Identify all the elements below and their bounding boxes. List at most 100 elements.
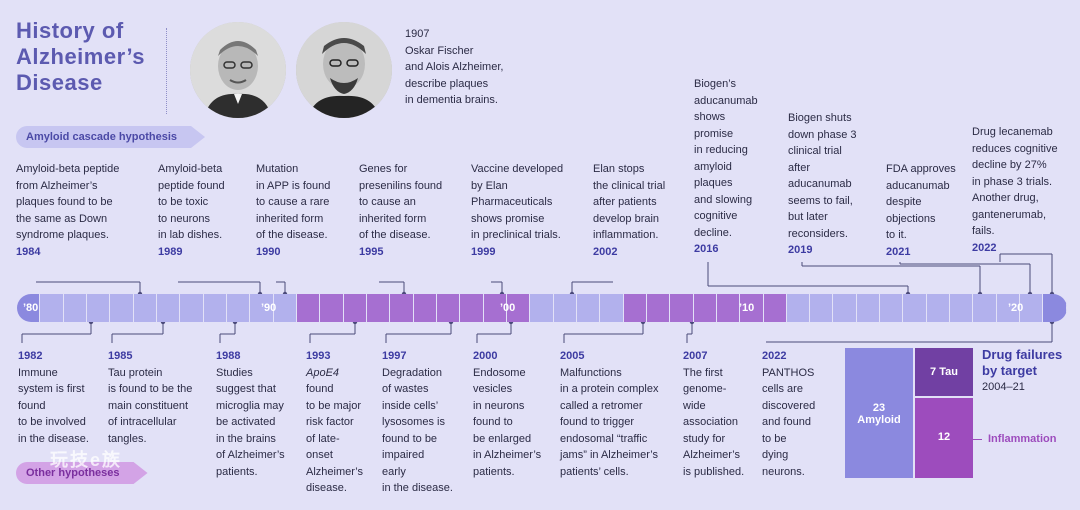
event-line: patients’ cells.	[560, 465, 629, 478]
timeline-segment	[786, 294, 811, 322]
event-line: Amyloid-beta peptide	[16, 163, 120, 175]
intro-1907: 1907 Oskar Fischer and Alois Alzheimer, …	[405, 26, 545, 109]
timeline-segment	[530, 294, 554, 322]
timeline-segment	[670, 294, 694, 322]
timeline-segment	[180, 294, 204, 322]
event-line: after	[788, 161, 811, 174]
timeline-segment	[693, 294, 717, 322]
event-line: Vaccine developed	[471, 163, 564, 175]
event-line: in Alzheimer’s	[473, 449, 542, 461]
amyloid-cascade-hypothesis-label: Amyloid cascade hypothesis	[16, 126, 205, 148]
event-line: dying	[762, 449, 789, 461]
event-line: objections	[886, 212, 936, 225]
event-line: Amyloid-beta	[158, 163, 223, 175]
event-description: FDA approves aducanumab despite objections t…	[886, 161, 956, 244]
event-line: in neurons	[473, 399, 525, 412]
event-line: lysosomes is	[382, 416, 445, 428]
event-line: Endosome	[473, 366, 526, 379]
event-line: in a protein complex	[560, 383, 659, 395]
event-description: Mutation in APP is found to cause a rare in…	[256, 161, 330, 244]
event-line: is found to be the	[108, 383, 193, 395]
bottom-event: 2005 Malfunctions in a protein complex call…	[560, 348, 658, 480]
event-line: of wastes	[382, 383, 429, 395]
event-line: shows promise	[471, 212, 545, 225]
event-line: in preclinical trials.	[471, 229, 561, 241]
event-line: decline.	[694, 226, 732, 239]
event-line: to cause an	[359, 196, 416, 208]
timeline-segment	[600, 294, 624, 322]
timeline-segment	[40, 294, 64, 322]
timeline-segment	[623, 294, 647, 322]
event-line: presenilins found	[359, 179, 443, 192]
event-year: 1995	[359, 245, 384, 258]
event-line: inherited form	[256, 212, 324, 225]
tile-amyloid: 23 Amyloid	[845, 348, 913, 478]
event-line: from Alzheimer’s	[16, 179, 98, 192]
event-line: found	[306, 383, 334, 395]
timeline-segment	[950, 294, 974, 322]
event-line: PANTHOS	[762, 366, 815, 379]
inflammation-leader-line	[958, 439, 982, 440]
timeline-segment	[250, 294, 274, 322]
event-line: found	[18, 399, 46, 412]
timeline-segment	[296, 294, 321, 322]
page-title: History of Alzheimer’s Disease	[16, 18, 145, 95]
intro-year: 1907	[405, 28, 430, 40]
top-event: Genes for presenilins found to cause an inh…	[359, 161, 442, 260]
event-line: FDA approves	[886, 163, 956, 175]
timeline-segment	[763, 294, 787, 322]
event-year: 2021	[886, 245, 911, 258]
timeline: ’80 ’90 ’00 ’10 ’20	[17, 294, 1067, 322]
event-line: plaques	[694, 177, 733, 189]
event-line: by Elan	[471, 179, 508, 192]
event-description: Degradation of wastes inside cells’ lysosom…	[382, 365, 453, 497]
event-line: system is first	[18, 383, 85, 395]
event-year: 1999	[471, 245, 496, 258]
bottom-event: 1993 ApoE4 found to be major risk factor of l…	[306, 348, 363, 497]
event-line: microglia may	[216, 399, 284, 412]
event-line: Elan stops	[593, 163, 645, 175]
event-description: Drug lecanemab reduces cognitive decline b…	[972, 124, 1058, 240]
timeline-segment	[226, 294, 251, 322]
event-line: impaired	[382, 449, 425, 461]
timeline-segment	[740, 294, 764, 322]
event-line: gantenerumab,	[972, 208, 1046, 221]
event-line: Malfunctions	[560, 366, 622, 379]
bottom-event: 1988 Studies suggest that microglia may be a…	[216, 348, 285, 480]
event-line: found to	[473, 416, 513, 428]
event-line: Biogen’s	[694, 78, 736, 90]
timeline-segment	[133, 294, 157, 322]
event-line: in the disease.	[18, 432, 89, 445]
event-year: 2022	[972, 241, 997, 254]
event-line: develop brain	[593, 212, 660, 225]
event-line: of intracellular	[108, 416, 177, 428]
event-line: clinical trial	[788, 145, 842, 157]
event-line: ApoE4	[306, 366, 340, 379]
event-line: study for	[683, 432, 726, 445]
event-year: 2007	[683, 350, 708, 362]
event-line: genome-	[683, 383, 727, 395]
event-line: shows	[694, 111, 726, 123]
event-line: Genes for	[359, 163, 408, 175]
event-description: Biogen shuts down phase 3 clinical trial af…	[788, 110, 857, 242]
event-line: the same as Down	[16, 212, 108, 225]
timeline-segment	[646, 294, 671, 322]
event-line: aducanumab	[886, 179, 950, 192]
event-line: The first	[683, 366, 723, 379]
event-line: wide	[683, 399, 706, 412]
event-line: Pharmaceuticals	[471, 196, 553, 208]
event-line: disease.	[306, 482, 347, 494]
event-line: cells are	[762, 383, 803, 395]
event-line: amyloid	[694, 160, 732, 173]
event-line: syndrome plaques.	[16, 229, 109, 241]
tile-tau-value: 7	[930, 366, 937, 378]
event-year: 1989	[158, 245, 183, 258]
timeline-segment	[506, 294, 531, 322]
event-year: 1985	[108, 350, 133, 362]
event-line: discovered	[762, 399, 816, 412]
decade-label: ’10	[739, 302, 755, 314]
event-description: ApoE4 found to be major risk factor of late-…	[306, 365, 363, 497]
event-line: in the brains	[216, 432, 276, 445]
event-line: of the disease.	[256, 229, 328, 241]
bottom-event: 1997 Degradation of wastes inside cells’ lys…	[382, 348, 453, 497]
